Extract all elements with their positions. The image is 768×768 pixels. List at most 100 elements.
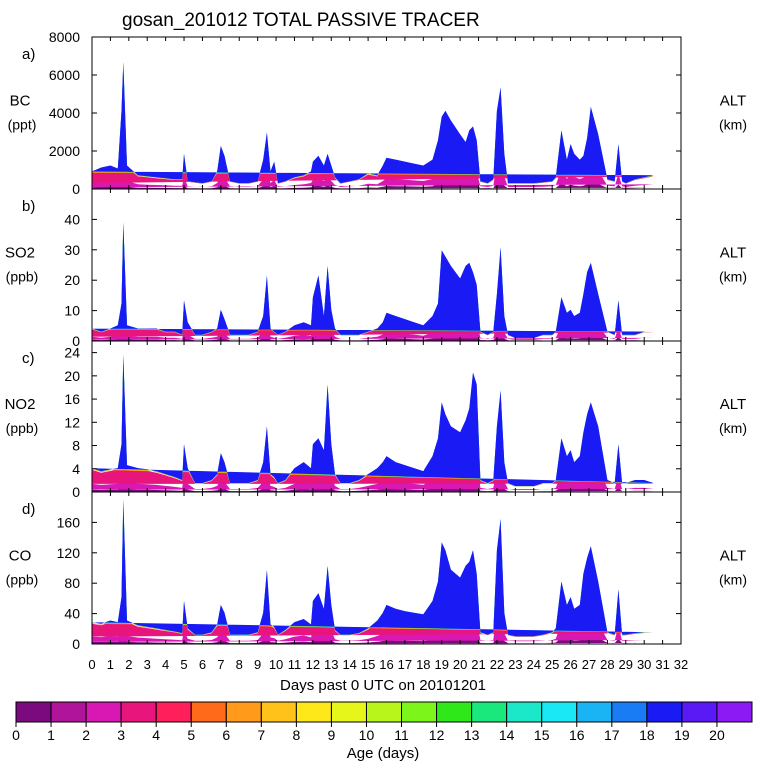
series-area-so2-layer-0 <box>92 329 654 341</box>
ytick-label: 4000 <box>49 105 80 121</box>
colorbar-tick-label: 19 <box>674 727 690 743</box>
xtick-label: 22 <box>490 657 504 672</box>
ytick-label: 0 <box>72 333 80 349</box>
colorbar-swatch-13 <box>471 701 508 723</box>
xtick-label: 1 <box>107 657 114 672</box>
colorbar-tick-label: 16 <box>569 727 585 743</box>
series-area-so2-layer-1 <box>92 300 654 340</box>
xtick-label: 31 <box>655 657 669 672</box>
x-axis-label: Days past 0 UTC on 20101201 <box>280 677 486 694</box>
colorbar-tick-label: 13 <box>464 727 480 743</box>
xtick-label: 13 <box>324 657 338 672</box>
colorbar-tick-label: 3 <box>117 727 125 743</box>
colorbar-swatch-16 <box>576 701 613 723</box>
panel-label: b) <box>22 198 35 215</box>
series-area-bc-layer-1 <box>92 145 654 188</box>
series-area-no2-layer-0 <box>92 478 654 492</box>
ytick-label: 10 <box>64 303 80 319</box>
ytick-label: 0 <box>72 484 80 500</box>
ytick-label: 8 <box>72 438 80 454</box>
xtick-label: 18 <box>416 657 430 672</box>
figure-title: gosan_201012 TOTAL PASSIVE TRACER <box>122 10 480 31</box>
xtick-label: 25 <box>545 657 559 672</box>
colorbar-tick-label: 0 <box>12 727 20 743</box>
colorbar-swatch-14 <box>506 701 543 723</box>
series-area-co-layer-0 <box>92 629 654 644</box>
right-axis-unit: (km) <box>719 116 747 132</box>
right-axis-unit: (km) <box>719 268 747 284</box>
xtick-label: 23 <box>508 657 522 672</box>
unit-label: (ppb) <box>6 420 39 436</box>
colorbar-tick-label: 9 <box>328 727 336 743</box>
xtick-label: 28 <box>600 657 614 672</box>
series-area-bc-layer-7 <box>92 61 654 184</box>
panel-label: a) <box>22 46 35 63</box>
colorbar-swatch-15 <box>541 701 578 723</box>
colorbar-swatch-2 <box>85 701 122 723</box>
xtick-label: 24 <box>527 657 541 672</box>
panel-label: c) <box>22 350 35 367</box>
colorbar-swatch-1 <box>50 701 87 723</box>
colorbar-tick-label: 14 <box>499 727 515 743</box>
ytick-label: 0 <box>72 181 80 197</box>
colorbar-tick-label: 7 <box>257 727 265 743</box>
colorbar-tick-label: 11 <box>394 727 409 743</box>
xtick-label: 27 <box>582 657 596 672</box>
xtick-label: 32 <box>674 657 688 672</box>
colorbar-swatch-17 <box>611 701 648 723</box>
ytick-label: 8000 <box>49 29 80 45</box>
colorbar-label: Age (days) <box>347 745 420 762</box>
xtick-label: 19 <box>434 657 448 672</box>
colorbar-swatch-19 <box>681 701 718 723</box>
colorbar-swatch-0 <box>15 701 52 723</box>
xtick-label: 5 <box>180 657 187 672</box>
species-label: SO2 <box>5 244 35 261</box>
colorbar-swatch-18 <box>646 701 683 723</box>
colorbar-swatch-20 <box>716 701 753 723</box>
xtick-label: 29 <box>619 657 633 672</box>
xtick-label: 15 <box>361 657 375 672</box>
right-axis-unit: (km) <box>719 420 747 436</box>
colorbar-tick-label: 20 <box>709 727 725 743</box>
colorbar-tick-label: 1 <box>47 727 55 743</box>
colorbar-swatch-10 <box>365 701 403 723</box>
xtick-label: 10 <box>269 657 283 672</box>
xtick-label: 14 <box>342 657 356 672</box>
ytick-label: 16 <box>64 391 80 407</box>
xtick-label: 6 <box>199 657 206 672</box>
colorbar-tick-label: 4 <box>152 727 160 743</box>
xtick-label: 2 <box>125 657 132 672</box>
colorbar-swatch-8 <box>295 701 332 723</box>
ytick-label: 12 <box>64 414 80 430</box>
ytick-label: 40 <box>64 606 80 622</box>
xtick-label: 4 <box>162 657 169 672</box>
right-axis-label: ALT <box>720 92 746 109</box>
colorbar-swatch-5 <box>190 701 227 723</box>
right-axis-label: ALT <box>720 244 746 261</box>
colorbar-tick-label: 12 <box>429 727 445 743</box>
colorbar-tick-label: 8 <box>292 727 300 743</box>
unit-label: (ppt) <box>8 116 37 132</box>
xtick-label: 7 <box>217 657 224 672</box>
ytick-label: 120 <box>57 545 81 561</box>
colorbar-tick-label: 6 <box>222 727 230 743</box>
ytick-label: 0 <box>72 636 80 652</box>
ytick-label: 20 <box>64 368 80 384</box>
colorbar-swatch-7 <box>260 701 297 723</box>
ytick-label: 24 <box>64 345 80 361</box>
ytick-label: 6000 <box>49 67 80 83</box>
colorbar-swatch-3 <box>120 701 157 723</box>
colorbar-tick-label: 18 <box>639 727 655 743</box>
colorbar-tick-label: 2 <box>82 727 90 743</box>
species-label: BC <box>10 92 31 109</box>
colorbar-tick-label: 10 <box>359 727 375 743</box>
species-label: NO2 <box>5 396 36 413</box>
series-area-no2-layer-7 <box>92 354 654 486</box>
unit-label: (ppb) <box>6 571 39 587</box>
series-area-co-layer-1 <box>92 594 654 642</box>
xtick-label: 16 <box>379 657 393 672</box>
xtick-label: 0 <box>88 657 95 672</box>
colorbar-swatch-11 <box>401 701 438 723</box>
